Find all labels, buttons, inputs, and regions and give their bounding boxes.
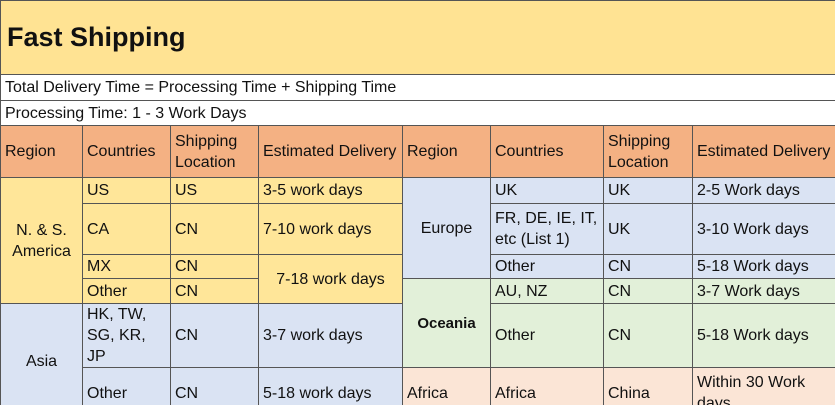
header: Estimated Delivery bbox=[692, 125, 835, 178]
cell: 5-18 Work days bbox=[692, 303, 835, 368]
cell: 5-18 Work days bbox=[692, 254, 835, 279]
header: Region bbox=[402, 125, 491, 178]
cell: 3-7 Work days bbox=[692, 278, 835, 304]
region: Africa bbox=[402, 367, 491, 405]
cell: US bbox=[170, 177, 259, 204]
header: Estimated Delivery bbox=[258, 125, 403, 178]
cell: UK bbox=[490, 177, 604, 204]
cell: Other bbox=[82, 367, 171, 405]
cell: Other bbox=[490, 303, 604, 368]
cell: AU, NZ bbox=[490, 278, 604, 304]
cell: CN bbox=[170, 278, 259, 304]
note: Total Delivery Time = Processing Time + … bbox=[0, 74, 835, 101]
cell: MX bbox=[82, 254, 171, 279]
cell: CN bbox=[603, 278, 693, 304]
cell: 3-7 work days bbox=[258, 303, 403, 368]
cell: 5-18 work days bbox=[258, 367, 403, 405]
note: Processing Time: 1 - 3 Work Days bbox=[0, 100, 835, 126]
cell: Other bbox=[82, 278, 171, 304]
header: Shipping Location bbox=[170, 125, 259, 178]
cell: CN bbox=[170, 367, 259, 405]
region: Oceania bbox=[402, 278, 491, 368]
cell: CA bbox=[82, 203, 171, 255]
cell: CN bbox=[170, 254, 259, 279]
cell: CN bbox=[603, 303, 693, 368]
header: Shipping Location bbox=[603, 125, 693, 178]
cell: FR, DE, IE, IT, etc (List 1) bbox=[490, 203, 604, 255]
title: Fast Shipping bbox=[0, 0, 835, 75]
region: Europe bbox=[402, 177, 491, 279]
cell: UK bbox=[603, 203, 693, 255]
region: N. & S. America bbox=[0, 177, 83, 304]
cell: 7-18 work days bbox=[258, 254, 403, 304]
region: Asia bbox=[0, 303, 83, 405]
header: Countries bbox=[490, 125, 604, 178]
cell: CN bbox=[170, 203, 259, 255]
cell: UK bbox=[603, 177, 693, 204]
cell: China bbox=[603, 367, 693, 405]
cell: US bbox=[82, 177, 171, 204]
cell: 7-10 work days bbox=[258, 203, 403, 255]
cell: Within 30 Work days bbox=[692, 367, 835, 405]
cell: 2-5 Work days bbox=[692, 177, 835, 204]
cell: Other bbox=[490, 254, 604, 279]
cell: 3-10 Work days bbox=[692, 203, 835, 255]
cell: Africa bbox=[490, 367, 604, 405]
cell: HK, TW, SG, KR, JP bbox=[82, 303, 171, 368]
cell: CN bbox=[603, 254, 693, 279]
header: Countries bbox=[82, 125, 171, 178]
header: Region bbox=[0, 125, 83, 178]
cell: 3-5 work days bbox=[258, 177, 403, 204]
cell: CN bbox=[170, 303, 259, 368]
